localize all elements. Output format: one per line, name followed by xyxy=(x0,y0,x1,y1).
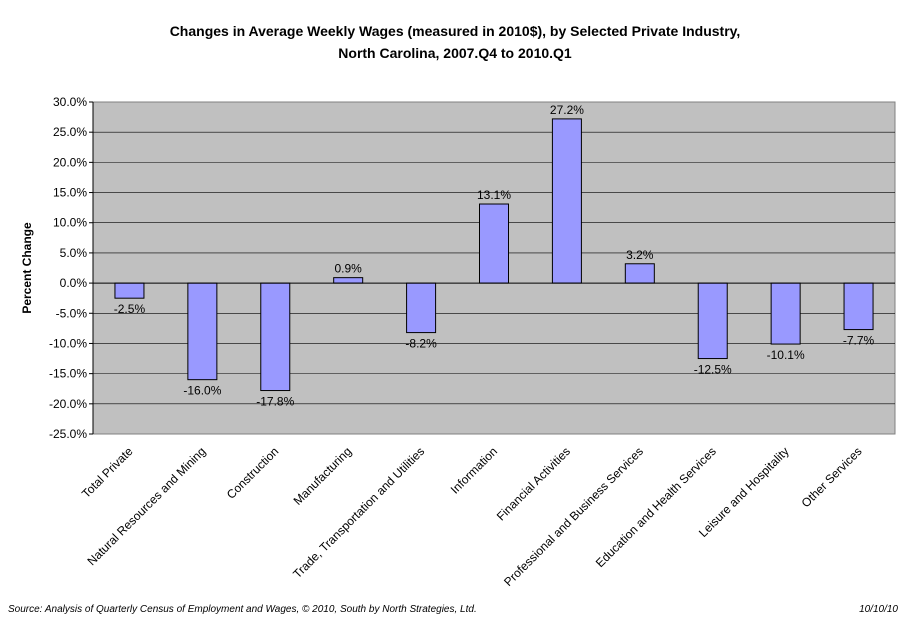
y-tick-labels: 30.0% 25.0% 20.0% 15.0% 10.0% 5.0% 0.0% -5.0% -1… xyxy=(49,95,93,441)
x-tick-label: Manufacturing xyxy=(291,444,355,508)
data-label: 27.2% xyxy=(550,103,584,117)
bar xyxy=(333,277,364,284)
x-tick-label: Education and Health Services xyxy=(593,444,719,570)
data-label: -16.0% xyxy=(183,384,221,398)
chart-date: 10/10/10 xyxy=(859,604,898,615)
bar xyxy=(479,203,509,284)
x-tick-label: Natural Resources and Mining xyxy=(84,444,208,568)
bar xyxy=(624,263,655,284)
bar xyxy=(770,282,801,345)
chart-title-line-1: Changes in Average Weekly Wages (measure… xyxy=(170,23,741,39)
bar xyxy=(551,118,582,284)
y-tick-label: 20.0% xyxy=(53,155,87,169)
data-label: -12.5% xyxy=(694,363,732,377)
y-tick-label: 25.0% xyxy=(53,125,87,139)
bar xyxy=(406,282,437,334)
data-label: -10.1% xyxy=(767,348,805,362)
data-label: -17.8% xyxy=(256,395,294,409)
bar xyxy=(260,282,291,392)
data-label: -8.2% xyxy=(405,337,437,351)
x-tick-label: Professional and Business Services xyxy=(501,444,646,589)
y-axis-label: Percent Change xyxy=(20,222,34,314)
y-tick-label: 5.0% xyxy=(60,246,88,260)
y-tick-label: 0.0% xyxy=(60,276,88,290)
x-tick-label: Trade, Transportation and Utilities xyxy=(290,444,427,581)
x-tick-label: Total Private xyxy=(79,444,136,501)
data-label: -2.5% xyxy=(114,302,146,316)
x-tick-label: Construction xyxy=(224,444,282,502)
x-tick-label: Other Services xyxy=(799,444,865,510)
chart-title-line-2: North Carolina, 2007.Q4 to 2010.Q1 xyxy=(338,45,572,61)
y-tick-label: 30.0% xyxy=(53,95,87,109)
bar xyxy=(187,282,218,381)
gridlines xyxy=(93,131,895,405)
x-tick-label: Financial Activities xyxy=(494,444,573,523)
data-label: -7.7% xyxy=(843,334,875,348)
y-tick-label: 10.0% xyxy=(53,216,87,230)
data-labels: -2.5% -16.0% -17.8% 0.9% -8.2% 13.1% 27.2% 3.2%… xyxy=(114,103,875,409)
source-note: Source: Analysis of Quarterly Census of … xyxy=(8,604,477,615)
data-label: 3.2% xyxy=(626,248,654,262)
y-tick-label: -25.0% xyxy=(49,427,87,441)
y-tick-label: -20.0% xyxy=(49,397,87,411)
bars xyxy=(114,118,874,392)
y-tick-label: 15.0% xyxy=(53,186,87,200)
bar xyxy=(697,282,728,360)
bar xyxy=(843,282,874,331)
data-label: 0.9% xyxy=(335,262,363,276)
y-tick-label: -5.0% xyxy=(56,306,88,320)
y-tick-label: -10.0% xyxy=(49,336,87,350)
data-label: 13.1% xyxy=(477,188,511,202)
x-tick-label: Information xyxy=(448,444,500,496)
bar xyxy=(114,282,145,299)
y-tick-label: -15.0% xyxy=(49,367,87,381)
